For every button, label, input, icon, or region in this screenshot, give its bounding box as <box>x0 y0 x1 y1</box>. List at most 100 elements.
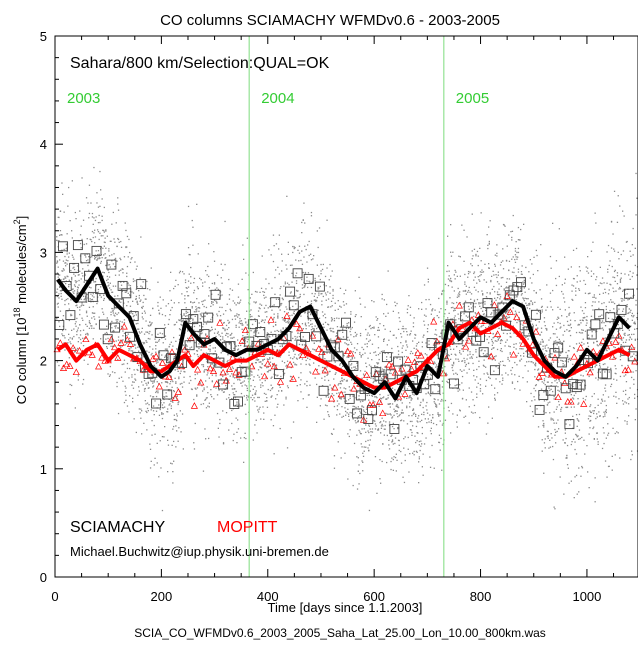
scatter-point <box>274 345 276 348</box>
scatter-point <box>104 332 106 335</box>
scatter-point <box>221 282 223 284</box>
scatter-point <box>553 340 555 343</box>
scatter-point <box>345 352 347 354</box>
scatter-point <box>574 476 576 478</box>
scatter-point <box>570 327 572 329</box>
scatter-point <box>333 394 335 397</box>
scatter-point <box>563 340 565 343</box>
scatter-point <box>563 297 565 299</box>
scatter-point <box>348 343 350 346</box>
scatter-point <box>366 378 368 381</box>
scatter-point <box>541 311 543 313</box>
scatter-point <box>545 349 547 352</box>
scatter-point <box>343 397 345 400</box>
scatter-point <box>295 357 298 359</box>
scatter-point <box>221 294 223 296</box>
scatter-point <box>148 404 150 406</box>
scatter-point <box>463 416 465 418</box>
scatter-point <box>189 341 191 343</box>
scatter-point <box>270 377 272 379</box>
scatter-point <box>105 230 107 232</box>
scatter-point <box>171 306 173 309</box>
scatter-point <box>392 310 394 312</box>
scatter-point <box>387 270 389 272</box>
scatter-point <box>202 352 205 354</box>
scatter-point <box>506 278 508 280</box>
scatter-point <box>208 368 210 370</box>
scatter-point <box>143 360 145 363</box>
scatter-point <box>141 331 143 333</box>
scatter-point <box>513 271 515 274</box>
scatter-point <box>578 323 580 326</box>
scatter-point <box>523 352 525 354</box>
scatter-point <box>193 292 195 294</box>
scatter-point <box>383 340 385 342</box>
scatter-point <box>116 320 118 323</box>
scatter-point <box>68 308 70 310</box>
scatter-point <box>495 365 497 367</box>
scatter-point <box>117 203 119 205</box>
scatter-point <box>412 326 415 328</box>
scatter-point <box>565 423 567 425</box>
scatter-point <box>412 425 414 427</box>
scatter-point <box>122 339 124 341</box>
scatter-point <box>98 254 100 256</box>
scatter-point <box>156 442 158 444</box>
scatter-point <box>91 317 93 319</box>
scatter-point <box>246 333 248 335</box>
scatter-point <box>241 328 243 330</box>
scatter-point <box>531 303 534 306</box>
scatter-point <box>453 348 455 350</box>
scatter-point <box>544 345 546 347</box>
scatter-point <box>207 359 209 361</box>
scatter-point <box>441 424 444 426</box>
scatter-point <box>561 383 563 385</box>
scatter-point <box>483 365 485 367</box>
scatter-point <box>260 320 263 323</box>
scatter-point <box>151 373 153 375</box>
scatter-point <box>173 460 175 462</box>
scatter-point <box>127 292 129 294</box>
scatter-point <box>569 345 571 347</box>
scatter-point <box>202 323 205 325</box>
scatter-point <box>60 234 62 236</box>
scatter-point <box>265 296 267 298</box>
scatter-point <box>131 353 133 355</box>
scatter-point <box>212 301 214 303</box>
scatter-point <box>240 299 242 301</box>
scatter-point <box>390 460 392 463</box>
scatter-point <box>344 312 346 314</box>
scatter-point <box>313 330 315 332</box>
scatter-point <box>65 277 67 279</box>
scatter-point <box>529 317 531 319</box>
scatter-point <box>206 374 208 376</box>
scatter-point <box>164 315 167 317</box>
scatter-point <box>85 310 88 312</box>
scatter-point <box>110 240 112 242</box>
scatter-point <box>204 399 206 401</box>
scatter-point <box>254 424 256 426</box>
scatter-point <box>573 312 575 314</box>
scatter-point <box>130 258 132 260</box>
scatter-point <box>212 347 214 349</box>
scatter-point <box>135 298 137 300</box>
scatter-point <box>192 302 194 304</box>
scatter-point <box>521 293 523 295</box>
scatter-point <box>245 322 247 324</box>
scatter-point <box>445 373 447 375</box>
scatter-point <box>515 312 517 314</box>
scatter-point <box>202 390 204 392</box>
scatter-point <box>550 433 552 435</box>
scatter-point <box>412 413 415 415</box>
scatter-point <box>222 442 225 444</box>
scatter-point <box>427 418 429 420</box>
scatter-point <box>396 459 398 461</box>
scatter-point <box>147 387 149 389</box>
scatter-point <box>234 394 236 396</box>
scatter-point <box>496 281 499 283</box>
scatter-point <box>238 302 240 305</box>
scatter-point <box>76 290 79 293</box>
scatter-point <box>296 336 298 338</box>
scatter-point <box>66 233 68 235</box>
scatter-point <box>459 275 461 277</box>
